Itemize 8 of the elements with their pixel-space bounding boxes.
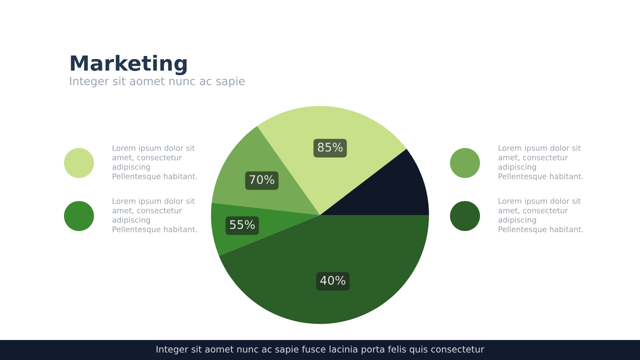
text: Integer sit aomet nunc ac sapie fusce lacinia porta felis quis consectetur [156, 346, 484, 354]
chart-title: Marketing [70, 54, 187, 76]
pie-slice [218, 215, 429, 324]
text: 40% [320, 276, 346, 285]
chart-subtitle: Integer sit aomet nunc ac sapie [70, 76, 245, 88]
text: 70% [250, 175, 274, 184]
text: 85% [318, 142, 343, 152]
text: 55% [230, 220, 255, 229]
